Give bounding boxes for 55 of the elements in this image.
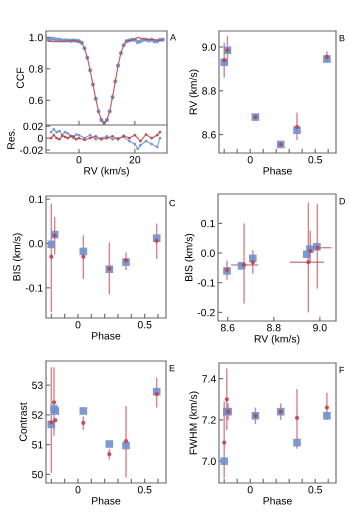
y-axis-title: RV (km/s)	[189, 70, 199, 114]
x-axis-title: Phase	[264, 496, 292, 505]
x-tick-label: 0	[248, 486, 253, 494]
x-tick-label: 0	[248, 156, 253, 164]
x-tick-label: 0.5	[138, 321, 152, 328]
text: C	[169, 200, 176, 206]
text: D	[340, 198, 346, 204]
text: B	[340, 34, 344, 42]
y-tick-label: 1.0	[30, 34, 43, 42]
x-axis-title: Phase	[92, 332, 120, 340]
y-axis-title: BIS (km/s)	[184, 234, 194, 281]
x-tick-label: 20	[130, 156, 140, 164]
y-tick-label: 7.2	[202, 416, 216, 424]
y-tick-label: 0	[38, 134, 43, 142]
x-tick-label: 8.8	[266, 324, 281, 332]
y-tick-label: 50	[32, 470, 43, 478]
y-tick-label: 0.8	[29, 65, 43, 73]
y-tick-label: 0.6	[29, 96, 43, 104]
y-tick-label: 0.1	[201, 220, 215, 228]
y-tick-label: 0.0	[201, 250, 215, 257]
y-tick-label: -0.2	[198, 308, 215, 316]
x-tick-label: 0	[76, 156, 82, 164]
y-tick-label: 51	[32, 441, 43, 448]
x-axis-title: RV (km/s)	[84, 166, 129, 177]
y-tick-label: 8.6	[202, 131, 216, 138]
y-tick-label: 52	[32, 411, 43, 419]
x-tick-label: 0	[76, 321, 80, 328]
y-tick-label: -0.1	[26, 284, 43, 292]
y-tick-label: 8.8	[202, 87, 216, 95]
y-tick-label: 7.4	[202, 375, 216, 382]
text: E	[170, 364, 175, 372]
y-tick-label: 7.0	[202, 458, 216, 466]
y-axis-title: Contrast	[19, 402, 27, 442]
x-axis-title: Phase	[92, 496, 120, 505]
y-tick-label: 0.1	[29, 196, 43, 203]
x-tick-label: 0.5	[308, 156, 322, 164]
y-tick-label: -0.1	[198, 279, 215, 287]
x-tick-label: 0.5	[138, 486, 152, 494]
y-tick-label: 0.02	[23, 122, 43, 130]
y-tick-label: -0.02	[20, 146, 43, 154]
y-tick-label: 53	[32, 382, 43, 389]
y-tick-label: 0.0	[29, 240, 43, 248]
x-axis-title: Phase	[264, 166, 292, 175]
x-axis-title: RV (km/s)	[254, 334, 300, 345]
x-tick-label: 0	[76, 486, 80, 494]
x-tick-label: 0.5	[308, 486, 322, 494]
y-axis-title: Res.	[7, 129, 15, 149]
text: A	[170, 34, 176, 40]
text: F	[340, 366, 344, 374]
x-tick-label: 9.0	[313, 324, 327, 332]
y-axis-title: FWHM (km/s)	[189, 392, 199, 454]
x-tick-label: 8.6	[220, 324, 234, 332]
y-tick-label: 9.0	[202, 43, 216, 51]
y-axis-title: CCF	[16, 68, 24, 88]
y-axis-title: BIS (km/s)	[12, 233, 22, 280]
